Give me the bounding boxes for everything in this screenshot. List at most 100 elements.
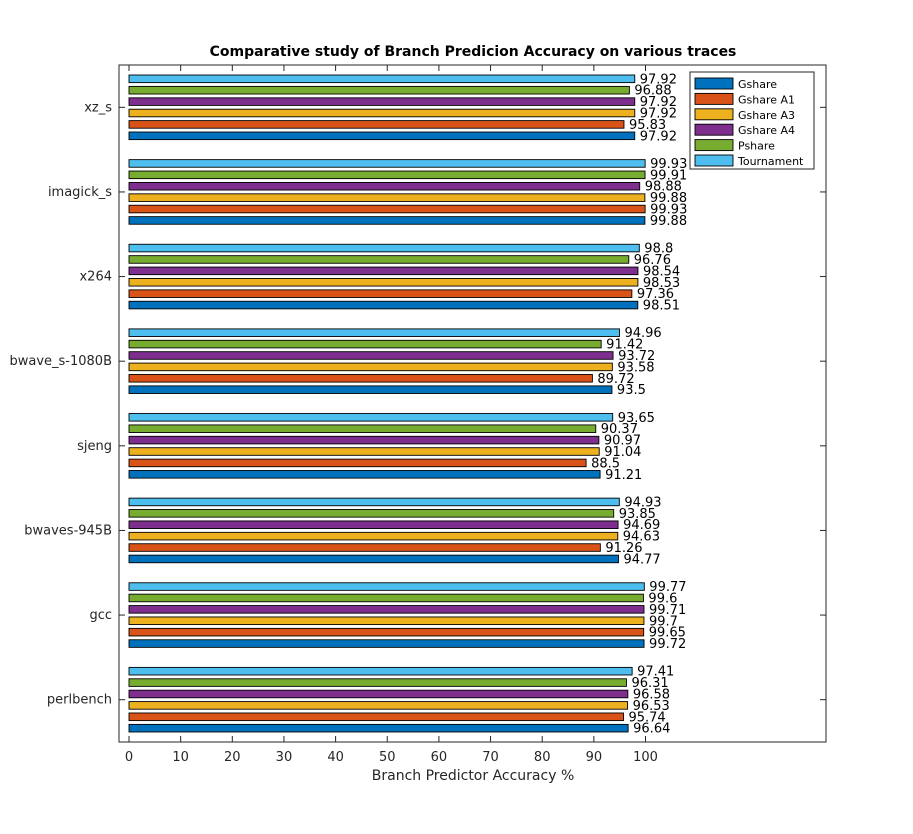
bar xyxy=(128,435,600,445)
data-label: 99.91 xyxy=(650,168,687,183)
data-label: 99.72 xyxy=(649,637,686,652)
data-label: 95.83 xyxy=(629,118,666,133)
bar xyxy=(128,497,620,507)
bar xyxy=(128,266,639,276)
x-tick-label: 20 xyxy=(224,750,241,765)
data-label: 99.88 xyxy=(650,191,687,206)
legend-label: Tournament xyxy=(737,155,804,168)
bar xyxy=(128,159,646,168)
x-tick-label: 90 xyxy=(586,750,603,765)
data-label: 96.31 xyxy=(631,676,668,691)
data-label: 97.41 xyxy=(637,665,674,680)
x-axis-label: Branch Predictor Accuracy % xyxy=(372,768,575,784)
x-tick-label: 10 xyxy=(172,750,189,765)
data-label: 94.93 xyxy=(624,495,661,510)
bar xyxy=(128,470,601,479)
data-label: 94.77 xyxy=(623,552,660,567)
bar xyxy=(128,531,619,541)
bar xyxy=(128,328,620,337)
data-label: 99.93 xyxy=(650,203,687,218)
bar xyxy=(128,520,619,529)
bar xyxy=(128,385,613,394)
bar xyxy=(128,593,644,603)
bar xyxy=(128,351,614,360)
data-label: 99.6 xyxy=(648,591,677,606)
bar xyxy=(128,300,639,310)
chart-title: Comparative study of Branch Predicion Ac… xyxy=(210,44,737,60)
legend-label: Gshare A3 xyxy=(738,109,795,122)
data-label: 94.96 xyxy=(624,326,661,341)
data-label: 99.71 xyxy=(649,603,686,618)
legend-swatch xyxy=(694,154,734,167)
bar xyxy=(128,339,602,349)
y-tick-label: gcc xyxy=(89,608,112,623)
data-label: 98.51 xyxy=(643,299,680,314)
bar xyxy=(128,509,615,518)
data-label: 96.58 xyxy=(633,687,670,702)
bar xyxy=(128,712,624,722)
legend-swatch xyxy=(694,92,734,105)
x-tick-label: 60 xyxy=(431,750,448,765)
data-label: 93.85 xyxy=(619,507,656,522)
data-label: 93.65 xyxy=(618,411,655,426)
legend: Gshare Gshare A1 Gshare A3 Gshare A4 Pshare T… xyxy=(689,71,815,170)
bar xyxy=(128,605,645,614)
data-label: 97.36 xyxy=(637,287,674,302)
bar xyxy=(128,616,645,626)
bar xyxy=(128,289,633,298)
data-label: 97.92 xyxy=(640,95,677,110)
bar xyxy=(128,723,629,733)
x-tick-label: 30 xyxy=(276,750,293,765)
data-label: 98.8 xyxy=(644,242,673,257)
y-tick-label: x264 xyxy=(79,270,112,285)
data-label: 91.42 xyxy=(606,338,643,353)
x-tick-label: 70 xyxy=(482,750,499,765)
data-label: 94.63 xyxy=(623,530,660,545)
bar xyxy=(128,424,597,433)
legend-label: Pshare xyxy=(738,140,775,153)
data-label: 96.64 xyxy=(633,722,670,737)
bar xyxy=(128,543,601,552)
data-label: 99.7 xyxy=(649,614,678,629)
y-tick-label: perlbench xyxy=(47,693,112,708)
bar xyxy=(128,216,646,225)
data-label: 91.04 xyxy=(604,445,641,460)
legend-swatch xyxy=(694,108,734,121)
y-tick-label: imagick_s xyxy=(48,185,112,200)
data-label: 90.37 xyxy=(601,422,638,437)
legend-swatch xyxy=(694,123,734,136)
data-label: 93.58 xyxy=(617,360,654,375)
bar xyxy=(128,131,636,141)
legend-swatch xyxy=(694,139,734,152)
bar xyxy=(128,678,627,687)
bar xyxy=(128,666,633,676)
bar xyxy=(128,458,587,468)
data-label: 91.21 xyxy=(605,468,642,483)
legend-swatch xyxy=(694,77,734,90)
bar xyxy=(128,278,639,287)
legend-label: Gshare A4 xyxy=(738,124,795,137)
data-label: 89.72 xyxy=(597,372,634,387)
y-tick-label: sjeng xyxy=(77,439,112,454)
data-label: 90.97 xyxy=(604,434,641,449)
bar xyxy=(128,255,630,264)
bar xyxy=(128,554,619,564)
bar xyxy=(128,362,613,372)
data-label: 96.88 xyxy=(634,84,671,99)
data-label: 96.53 xyxy=(633,699,670,714)
data-label: 96.76 xyxy=(634,253,671,268)
bar xyxy=(128,204,646,214)
x-tick-label: 50 xyxy=(379,750,396,765)
bar xyxy=(128,627,645,637)
bar xyxy=(128,639,645,648)
bar xyxy=(128,447,600,456)
legend-label: Gshare A1 xyxy=(738,93,795,106)
data-label: 99.77 xyxy=(649,580,686,595)
bar xyxy=(128,85,630,95)
bar xyxy=(128,582,645,591)
bar xyxy=(128,374,593,383)
y-tick-label: xz_s xyxy=(84,100,112,115)
x-tick-label: 0 xyxy=(125,750,133,765)
